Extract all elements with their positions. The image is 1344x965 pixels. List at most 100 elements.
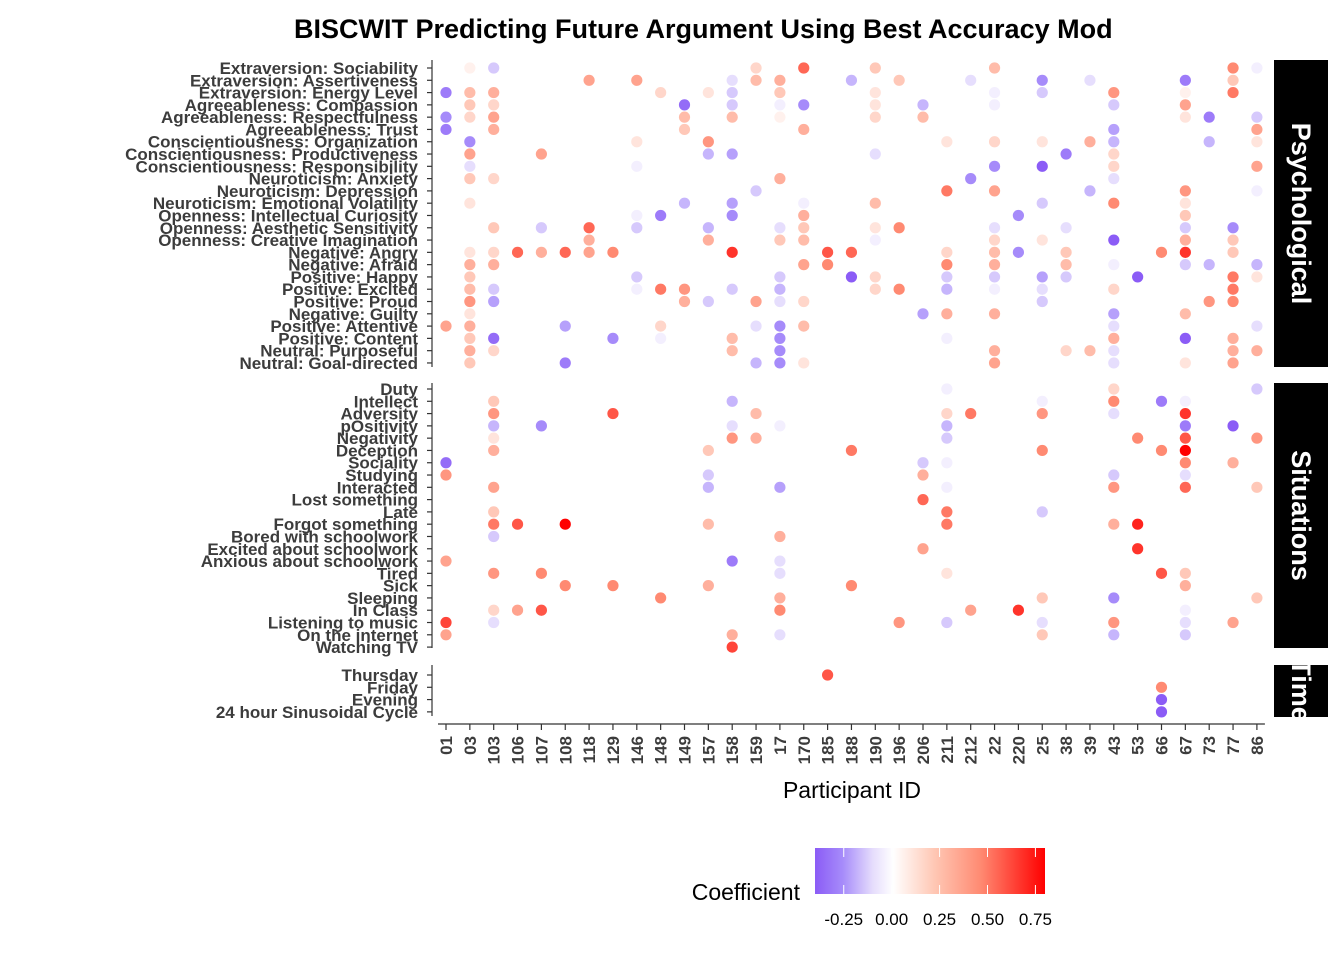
data-point bbox=[941, 432, 953, 444]
x-tick-label: 157 bbox=[699, 736, 718, 764]
data-point bbox=[702, 222, 714, 234]
y-tick-label: Conscientiousness: Organization bbox=[148, 133, 418, 152]
data-point bbox=[1251, 592, 1263, 604]
data-point bbox=[988, 271, 1001, 283]
x-tick-label: 185 bbox=[819, 736, 838, 764]
data-point bbox=[988, 222, 1001, 234]
data-point bbox=[1227, 222, 1239, 234]
data-point bbox=[488, 567, 500, 579]
y-tick-label: Agreeableness: Respectfulness bbox=[161, 108, 418, 127]
data-point bbox=[798, 357, 810, 369]
y-tick-label: Neuroticism: Anxiety bbox=[249, 170, 419, 189]
y-tick-label: Lost something bbox=[291, 491, 418, 510]
data-point bbox=[1108, 629, 1120, 641]
data-point bbox=[559, 246, 571, 258]
data-point bbox=[655, 332, 667, 344]
y-tick-label: Neuroticism: Emotional Volatility bbox=[153, 194, 419, 213]
data-point bbox=[774, 592, 786, 604]
data-point bbox=[488, 99, 500, 111]
data-point bbox=[1179, 357, 1191, 369]
data-point bbox=[1179, 332, 1191, 344]
data-point bbox=[1227, 74, 1239, 86]
data-point bbox=[1036, 74, 1048, 86]
data-point bbox=[774, 332, 786, 344]
data-point bbox=[869, 197, 881, 209]
data-point bbox=[1036, 234, 1048, 246]
data-point bbox=[1155, 681, 1168, 693]
data-point bbox=[798, 62, 810, 74]
x-tick-label: 129 bbox=[604, 736, 623, 764]
data-point bbox=[750, 185, 762, 197]
x-tick-label: 01 bbox=[437, 736, 456, 755]
y-tick-label: Interacted bbox=[337, 478, 418, 497]
data-point bbox=[1203, 259, 1215, 271]
data-point bbox=[1108, 197, 1120, 209]
y-tick-label: Positive: Happy bbox=[290, 268, 418, 287]
data-point bbox=[1108, 136, 1120, 148]
x-tick-label: 22 bbox=[986, 736, 1005, 755]
data-point bbox=[440, 555, 452, 567]
data-point bbox=[488, 506, 500, 518]
data-point bbox=[702, 86, 714, 99]
y-tick-label: Positive: Excited bbox=[282, 280, 418, 299]
y-tick-label: Agreeableness: Compassion bbox=[185, 96, 418, 115]
data-point bbox=[1179, 604, 1191, 616]
data-point bbox=[1203, 295, 1215, 308]
data-point bbox=[1179, 444, 1191, 457]
data-point bbox=[726, 641, 738, 653]
data-point bbox=[1108, 259, 1120, 271]
data-point bbox=[583, 246, 595, 258]
data-point bbox=[1036, 616, 1048, 629]
data-point bbox=[869, 111, 881, 123]
data-point bbox=[440, 629, 452, 641]
data-point bbox=[583, 234, 595, 246]
data-point bbox=[1108, 407, 1120, 420]
data-point bbox=[988, 357, 1001, 369]
x-tick-label: 188 bbox=[842, 736, 861, 764]
y-tick-label: Forgot something bbox=[274, 515, 418, 534]
data-point bbox=[941, 616, 953, 629]
data-point bbox=[655, 283, 667, 295]
data-point bbox=[464, 160, 476, 172]
y-tick-label: pOsitivity bbox=[341, 417, 419, 436]
data-point bbox=[988, 185, 1001, 197]
data-point bbox=[464, 86, 476, 99]
data-point bbox=[631, 74, 643, 86]
data-point bbox=[726, 432, 738, 444]
data-point bbox=[774, 283, 786, 295]
data-point bbox=[988, 283, 1001, 295]
data-point bbox=[988, 99, 1001, 111]
data-point bbox=[488, 420, 500, 432]
data-point bbox=[774, 234, 786, 246]
data-point bbox=[965, 604, 977, 616]
data-point bbox=[607, 332, 619, 344]
data-point bbox=[774, 295, 786, 308]
data-point bbox=[464, 136, 476, 148]
data-point bbox=[965, 173, 977, 185]
data-point bbox=[702, 580, 714, 592]
data-point bbox=[1036, 160, 1048, 172]
data-point bbox=[941, 481, 953, 493]
data-point bbox=[1060, 345, 1072, 357]
data-point bbox=[750, 357, 762, 369]
data-point bbox=[631, 160, 643, 172]
data-point bbox=[488, 111, 500, 123]
data-point bbox=[941, 246, 953, 258]
data-point bbox=[726, 111, 738, 123]
data-point bbox=[1179, 246, 1191, 258]
data-point bbox=[1012, 209, 1024, 222]
data-point bbox=[941, 283, 953, 295]
data-point bbox=[464, 332, 476, 344]
data-point bbox=[1155, 693, 1168, 706]
data-point bbox=[1108, 99, 1120, 111]
legend-colorbar bbox=[815, 848, 1045, 894]
y-tick-label: Intellect bbox=[354, 392, 419, 411]
data-point bbox=[726, 629, 738, 641]
data-point bbox=[702, 136, 714, 148]
data-point bbox=[583, 74, 595, 86]
data-point bbox=[917, 457, 929, 469]
data-point bbox=[535, 246, 548, 258]
data-point bbox=[1155, 706, 1168, 718]
data-point bbox=[1179, 185, 1191, 197]
